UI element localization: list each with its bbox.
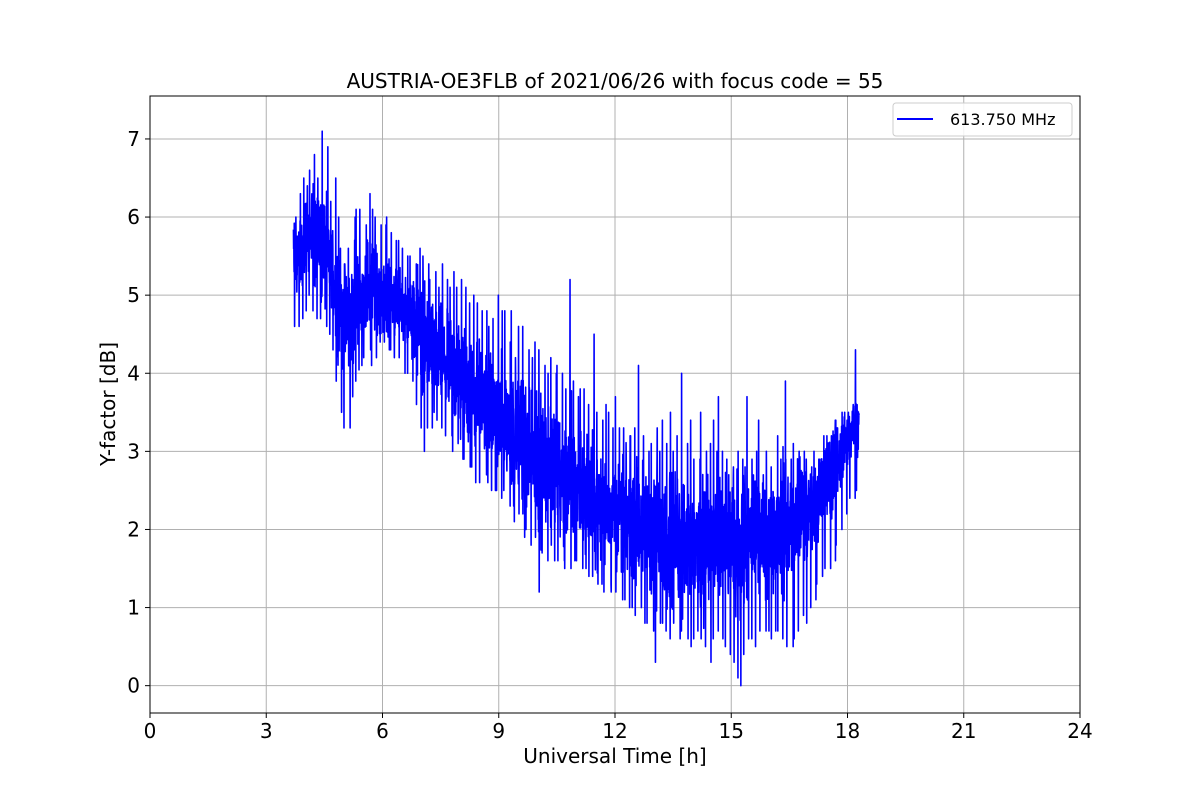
x-axis-label: Universal Time [h] bbox=[523, 744, 706, 768]
y-tick-label: 5 bbox=[127, 283, 140, 307]
x-tick-label: 18 bbox=[835, 719, 860, 743]
series-group bbox=[292, 130, 860, 687]
y-tick-label: 0 bbox=[127, 674, 140, 698]
y-tick-label: 2 bbox=[127, 517, 140, 541]
legend: 613.750 MHz bbox=[892, 102, 1073, 137]
y-tick-label: 7 bbox=[127, 127, 140, 151]
x-tick-label: 0 bbox=[144, 719, 157, 743]
x-axis-ticks: 0 3 6 9 12 15 18 21 24 bbox=[144, 713, 1093, 743]
y-tick-label: 3 bbox=[127, 439, 140, 463]
x-tick-label: 6 bbox=[376, 719, 389, 743]
x-tick-label: 9 bbox=[492, 719, 505, 743]
legend-box bbox=[892, 102, 1073, 137]
y-tick-label: 1 bbox=[127, 596, 140, 620]
x-tick-label: 24 bbox=[1067, 719, 1092, 743]
x-tick-label: 12 bbox=[602, 719, 627, 743]
series-line bbox=[292, 130, 860, 687]
y-tick-label: 6 bbox=[127, 205, 140, 229]
x-tick-label: 3 bbox=[260, 719, 273, 743]
y-axis-label: Y-factor [dB] bbox=[96, 342, 120, 467]
x-tick-label: 21 bbox=[951, 719, 976, 743]
y-tick-label: 4 bbox=[127, 361, 140, 385]
chart-title: AUSTRIA-OE3FLB of 2021/06/26 with focus … bbox=[347, 69, 884, 93]
legend-label: 613.750 MHz bbox=[950, 110, 1055, 129]
x-tick-label: 15 bbox=[719, 719, 744, 743]
y-axis-ticks: 0 1 2 3 4 5 6 7 bbox=[127, 127, 150, 698]
